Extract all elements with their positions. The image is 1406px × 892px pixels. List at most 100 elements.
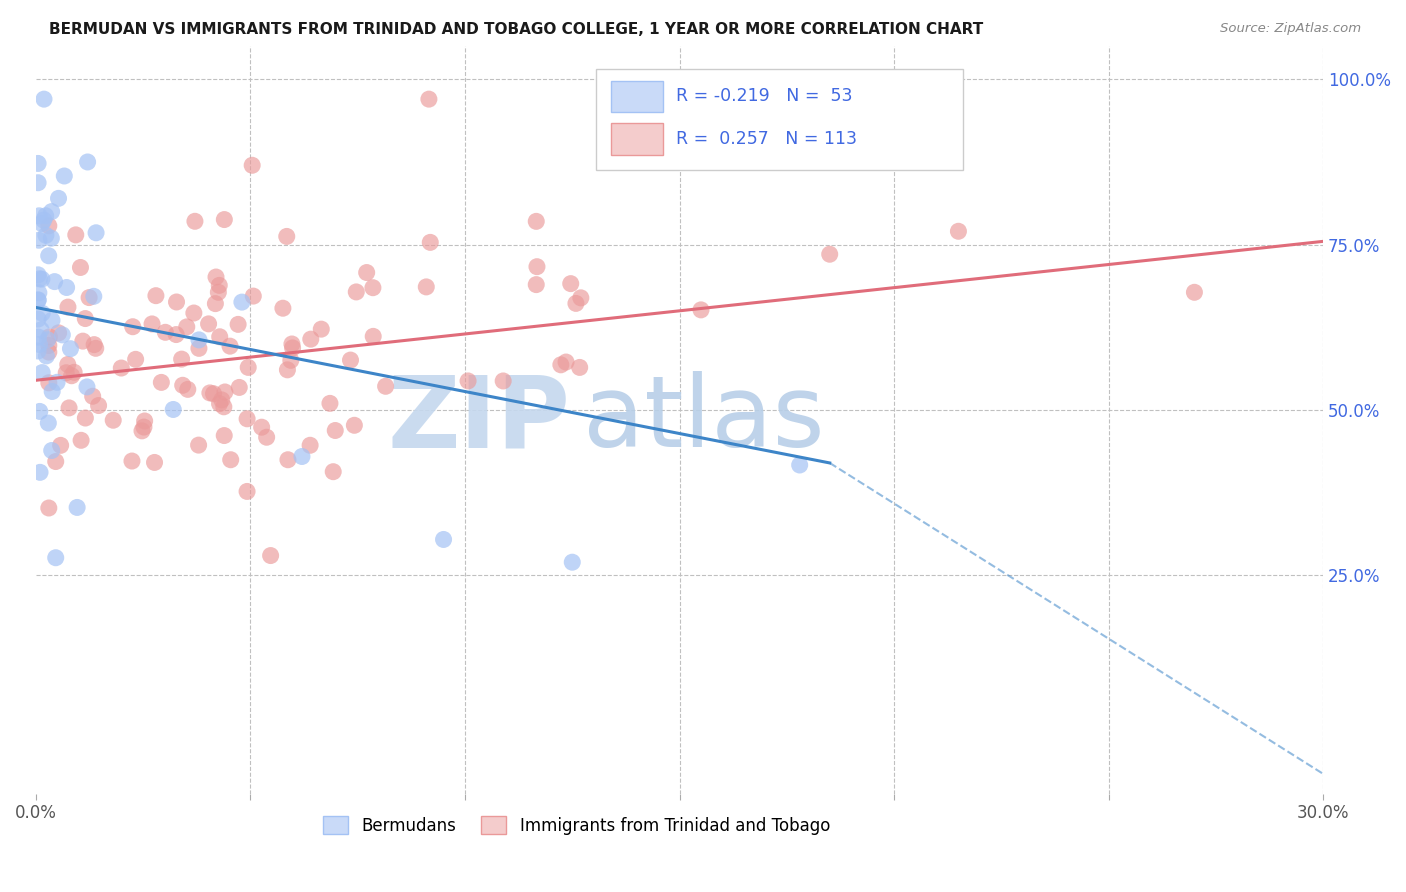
Point — [561, 555, 583, 569]
Point — [550, 358, 572, 372]
Point — [41, 313, 63, 327]
Point — [110, 361, 132, 376]
Point — [124, 352, 146, 367]
Point — [27, 176, 49, 190]
Point — [46, 376, 69, 390]
Point — [27, 343, 49, 358]
Point — [38, 376, 60, 390]
Point — [28, 209, 51, 223]
Point — [150, 376, 173, 390]
Point — [219, 339, 242, 353]
Point — [238, 360, 260, 375]
Point — [37, 333, 59, 347]
Point — [172, 378, 194, 392]
Point — [27, 293, 49, 307]
Point — [555, 355, 578, 369]
Point — [76, 155, 98, 169]
Point — [322, 465, 344, 479]
Point — [27, 156, 49, 170]
Point — [299, 332, 322, 346]
Point — [38, 501, 60, 516]
Point — [188, 333, 211, 347]
Point — [30, 323, 52, 337]
FancyBboxPatch shape — [612, 80, 662, 112]
Point — [457, 374, 479, 388]
Point — [84, 341, 107, 355]
Point — [28, 466, 51, 480]
Point — [214, 384, 236, 399]
Point — [56, 358, 79, 372]
Point — [569, 291, 592, 305]
Point — [31, 217, 53, 231]
Point — [1184, 285, 1206, 300]
Point — [170, 352, 193, 367]
Point — [56, 300, 79, 314]
Point — [41, 443, 63, 458]
Point — [280, 353, 302, 368]
Point — [208, 397, 231, 411]
Point — [28, 285, 51, 300]
Text: BERMUDAN VS IMMIGRANTS FROM TRINIDAD AND TOBAGO COLLEGE, 1 YEAR OR MORE CORRELAT: BERMUDAN VS IMMIGRANTS FROM TRINIDAD AND… — [49, 22, 983, 37]
Point — [66, 500, 89, 515]
Point — [219, 452, 242, 467]
Point — [202, 386, 225, 401]
Point — [53, 169, 76, 183]
Point — [132, 420, 155, 434]
Point — [415, 280, 437, 294]
Point — [374, 379, 396, 393]
Text: R =  0.257   N = 113: R = 0.257 N = 113 — [676, 130, 856, 148]
Point — [134, 414, 156, 428]
Point — [818, 247, 841, 261]
Point — [38, 330, 60, 344]
Point — [55, 280, 77, 294]
Point — [176, 319, 198, 334]
Point — [59, 342, 82, 356]
Point — [256, 430, 278, 444]
Point — [28, 404, 51, 418]
Point — [27, 268, 49, 282]
Point — [38, 249, 60, 263]
Point — [418, 92, 440, 106]
Point — [277, 452, 299, 467]
Point — [177, 383, 200, 397]
Point — [226, 318, 249, 332]
Point — [198, 385, 221, 400]
FancyBboxPatch shape — [612, 123, 662, 154]
Point — [76, 380, 98, 394]
Point — [240, 158, 263, 172]
Point — [75, 411, 97, 425]
Point — [28, 233, 51, 247]
Point — [72, 334, 94, 348]
Point — [45, 550, 67, 565]
Point — [103, 413, 125, 427]
Point — [205, 270, 228, 285]
Point — [35, 349, 58, 363]
Point — [231, 295, 253, 310]
Point — [242, 289, 264, 303]
Point — [526, 260, 548, 274]
Point — [344, 285, 367, 299]
Point — [690, 302, 713, 317]
Point — [343, 418, 366, 433]
Text: Source: ZipAtlas.com: Source: ZipAtlas.com — [1220, 22, 1361, 36]
Point — [323, 424, 346, 438]
Point — [271, 301, 294, 316]
Point — [212, 400, 235, 414]
Point — [31, 366, 53, 380]
Point — [236, 411, 259, 425]
Point — [309, 322, 332, 336]
Text: atlas: atlas — [583, 371, 825, 468]
Point — [58, 401, 80, 415]
Point — [77, 291, 100, 305]
Point — [197, 317, 219, 331]
Point — [65, 227, 87, 242]
Point — [236, 484, 259, 499]
Point — [131, 424, 153, 438]
Point — [319, 396, 342, 410]
Point — [32, 213, 55, 227]
Point — [27, 312, 49, 326]
Point — [87, 399, 110, 413]
Point — [250, 420, 273, 434]
Point — [299, 438, 322, 452]
Point — [41, 204, 63, 219]
